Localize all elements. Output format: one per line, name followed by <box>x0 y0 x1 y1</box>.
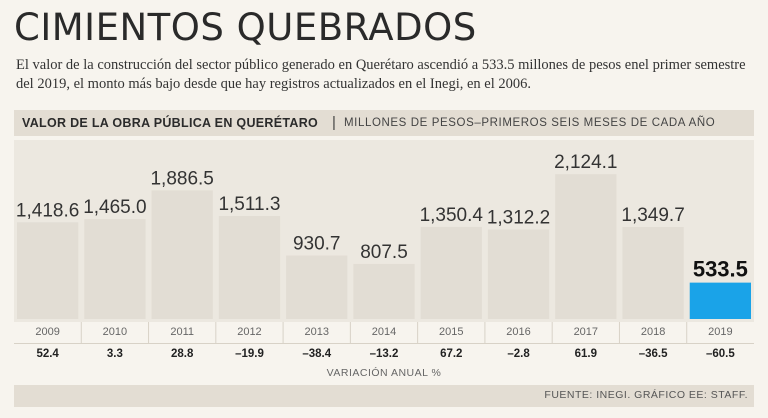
bar-value-label-2016: 1,312.2 <box>487 208 550 229</box>
variation-value-2009: 52.4 <box>36 348 59 360</box>
variation-value-2018: –36.5 <box>639 348 668 360</box>
chart-subtitle: El valor de la construcción del sector p… <box>16 57 746 92</box>
variation-value-2011: 28.8 <box>171 348 194 360</box>
variation-value-2013: –38.4 <box>302 348 331 360</box>
bar-2015 <box>420 226 482 319</box>
x-tick-label-2011: 2011 <box>170 326 194 338</box>
x-tick-label-2015: 2015 <box>439 326 463 338</box>
bar-2011 <box>151 190 213 319</box>
bar-value-label-2011: 1,886.5 <box>150 168 213 189</box>
bar-2012 <box>218 215 281 319</box>
x-tick-label-2019: 2019 <box>708 326 732 338</box>
variation-value-2012: –19.9 <box>235 348 264 360</box>
bar-value-label-2013: 930.7 <box>293 234 341 255</box>
x-tick-label-2009: 2009 <box>35 326 59 338</box>
bar-value-label-2012: 1,511.3 <box>218 194 280 215</box>
bar-2009 <box>17 222 79 319</box>
x-tick-label-2013: 2013 <box>304 326 328 338</box>
axis-divider <box>14 343 754 344</box>
bar-2017 <box>555 174 617 319</box>
x-tick-label-2012: 2012 <box>237 326 261 338</box>
bar-2014 <box>353 263 415 319</box>
source-band <box>14 385 754 407</box>
x-tick-label-2014: 2014 <box>372 326 396 338</box>
year-axis-band <box>14 322 754 342</box>
chart-header-units: MILLONES DE PESOS–PRIMEROS SEIS MESES DE… <box>344 117 716 129</box>
bar-value-label-2019: 533.5 <box>693 257 748 282</box>
x-tick-label-2010: 2010 <box>103 326 127 338</box>
bar-value-label-2014: 807.5 <box>360 242 408 263</box>
chart-header: VALOR DE LA OBRA PÚBLICA EN QUERÉTARO | … <box>14 110 754 136</box>
variation-value-2015: 67.2 <box>440 348 462 360</box>
chart-header-title: VALOR DE LA OBRA PÚBLICA EN QUERÉTARO <box>22 116 319 130</box>
bar-value-label-2018: 1,349.7 <box>621 205 684 226</box>
bar-value-label-2009: 1,418.6 <box>16 200 79 221</box>
variation-value-2017: 61.9 <box>575 348 597 360</box>
bar-value-label-2010: 1,465.0 <box>83 197 146 218</box>
chart-title: CIMIENTOS QUEBRADOS <box>14 6 477 49</box>
variation-value-2016: –2.8 <box>507 348 530 360</box>
variation-value-2014: –13.2 <box>370 348 399 360</box>
variation-value-2010: 3.3 <box>107 348 123 360</box>
bar-2010 <box>84 219 146 319</box>
x-tick-label-2018: 2018 <box>641 326 665 338</box>
bar-chart: 1,418.6 2009 52.4 1,465.0 2010 3.3 1,886.5 2011… <box>16 152 751 360</box>
bar-value-label-2017: 2,124.1 <box>554 152 617 173</box>
variation-value-2019: –60.5 <box>706 348 735 360</box>
source-credit: FUENTE: INEGI. GRÁFICO EE: STAFF. <box>544 389 748 401</box>
variation-label: VARIACIÓN ANUAL % <box>326 367 442 379</box>
bar-2016 <box>487 229 550 319</box>
x-tick-label-2016: 2016 <box>506 326 530 338</box>
x-tick-label-2017: 2017 <box>574 326 598 338</box>
bar-2013 <box>286 255 348 319</box>
bar-2018 <box>622 226 684 319</box>
chart-header-separator: | <box>332 114 336 131</box>
bar-value-label-2015: 1,350.4 <box>420 205 484 226</box>
bar-2019 <box>689 282 751 319</box>
